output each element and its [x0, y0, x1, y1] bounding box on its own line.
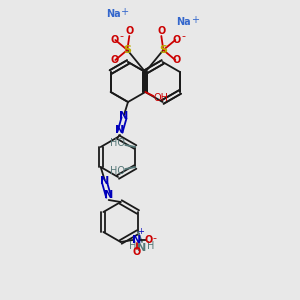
Text: O: O: [110, 55, 118, 65]
Text: -: -: [153, 233, 157, 243]
Text: -: -: [119, 31, 123, 41]
Text: +: +: [137, 227, 144, 236]
Text: HO: HO: [110, 138, 125, 148]
Text: O: O: [110, 35, 118, 45]
Text: -: -: [181, 31, 185, 41]
Text: +: +: [191, 15, 199, 25]
Text: S: S: [123, 45, 131, 55]
Text: O: O: [125, 26, 134, 36]
Text: O: O: [145, 235, 153, 245]
Text: N: N: [119, 111, 129, 121]
Text: N: N: [132, 235, 141, 245]
Text: N: N: [116, 125, 124, 135]
Text: Na: Na: [106, 9, 121, 19]
Text: O: O: [133, 247, 141, 257]
Text: OH: OH: [154, 93, 169, 103]
Text: HO: HO: [110, 166, 125, 176]
Text: O: O: [172, 35, 180, 45]
Text: +: +: [118, 7, 129, 17]
Text: H: H: [129, 241, 137, 251]
Text: S: S: [159, 45, 167, 55]
Text: Na: Na: [176, 17, 190, 27]
Text: O: O: [157, 26, 165, 36]
Text: H: H: [147, 241, 155, 251]
Text: N: N: [104, 190, 113, 200]
Text: N: N: [100, 176, 109, 186]
Text: O: O: [172, 55, 180, 65]
Text: N: N: [137, 243, 147, 253]
